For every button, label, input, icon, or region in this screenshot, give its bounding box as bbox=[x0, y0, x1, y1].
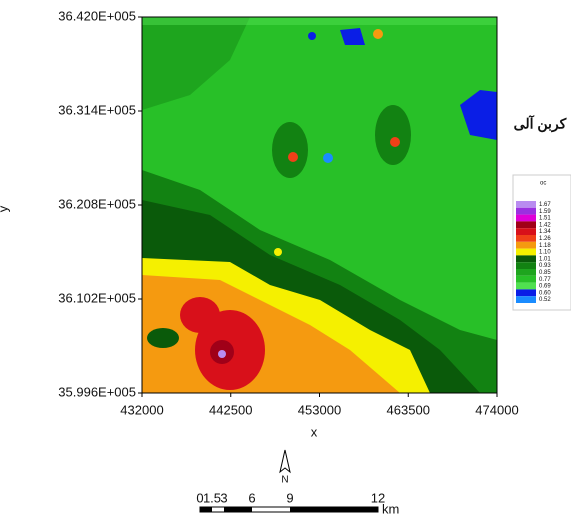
scale-bar-segment bbox=[200, 507, 212, 512]
legend-label: 1.59 bbox=[539, 209, 551, 215]
legend-unit: oc bbox=[540, 181, 546, 187]
legend-swatch bbox=[516, 201, 536, 208]
legend-swatch bbox=[516, 221, 536, 229]
legend-label: 1.34 bbox=[539, 229, 551, 235]
contour-zone bbox=[288, 152, 298, 162]
contour-zone bbox=[390, 137, 400, 147]
legend-swatch bbox=[516, 235, 536, 242]
contour-zone bbox=[373, 29, 383, 39]
legend-label: 1.67 bbox=[539, 202, 551, 208]
legend-label: 0.52 bbox=[539, 297, 551, 303]
legend-swatch bbox=[516, 269, 536, 276]
legend-swatch bbox=[516, 207, 536, 215]
legend-label: 0.77 bbox=[539, 277, 551, 283]
x-axis-label: x bbox=[311, 424, 318, 439]
scale-label: 9 bbox=[286, 490, 293, 505]
y-axis-label: y bbox=[0, 205, 10, 212]
legend-label: 1.01 bbox=[539, 256, 551, 262]
contour-map bbox=[142, 17, 497, 393]
legend-swatch bbox=[516, 241, 536, 249]
contour-zone bbox=[218, 350, 226, 358]
scale-label: 1.5 bbox=[203, 490, 221, 505]
legend-swatch bbox=[516, 248, 536, 256]
legend-label: 0.60 bbox=[539, 290, 551, 296]
legend: 1.671.591.511.421.341.261.181.101.010.93… bbox=[516, 201, 551, 303]
legend-label: 1.18 bbox=[539, 243, 551, 249]
legend-label: 1.10 bbox=[539, 250, 551, 256]
scale-label: 12 bbox=[371, 490, 385, 505]
contour-zone bbox=[308, 32, 316, 40]
legend-swatch bbox=[516, 275, 536, 283]
scale-label: 6 bbox=[248, 490, 255, 505]
legend-title: کربن آلی bbox=[514, 115, 567, 133]
x-tick-label: 463500 bbox=[387, 402, 430, 417]
north-arrow bbox=[279, 449, 291, 474]
scale-label: 0 bbox=[196, 490, 203, 505]
legend-swatch bbox=[516, 255, 536, 263]
legend-label: 1.42 bbox=[539, 222, 551, 228]
y-tick-label: 36.314E+005 bbox=[58, 102, 136, 117]
contour-zone bbox=[274, 248, 282, 256]
contour-zone bbox=[375, 105, 411, 165]
contour-zone bbox=[323, 153, 333, 163]
legend-label: 1.51 bbox=[539, 216, 551, 222]
legend-swatch bbox=[516, 289, 536, 297]
legend-swatch bbox=[516, 282, 536, 290]
y-tick-label: 36.102E+005 bbox=[58, 290, 136, 305]
x-tick-label: 442500 bbox=[209, 402, 252, 417]
north-label: N bbox=[281, 475, 288, 486]
scale-unit: km bbox=[382, 501, 399, 516]
y-tick-label: 36.208E+005 bbox=[58, 196, 136, 211]
legend-label: 0.93 bbox=[539, 263, 551, 269]
legend-swatch bbox=[516, 262, 536, 269]
legend-swatch bbox=[516, 228, 536, 235]
x-tick-label: 432000 bbox=[120, 402, 163, 417]
legend-label: 1.26 bbox=[539, 236, 551, 242]
contour-zone bbox=[142, 17, 250, 110]
axes: 36.420E+005 36.314E+005 36.208E+005 36.102E… bbox=[58, 8, 518, 417]
x-tick-label: 474000 bbox=[475, 402, 518, 417]
contour-zone bbox=[272, 122, 308, 178]
scale-label: 3 bbox=[220, 490, 227, 505]
legend-label: 0.69 bbox=[539, 284, 551, 290]
contour-zone bbox=[340, 28, 365, 45]
contour-zone bbox=[460, 90, 497, 140]
legend-label: 0.85 bbox=[539, 270, 551, 276]
scale-bar-segment bbox=[290, 507, 378, 512]
contour-zone bbox=[180, 297, 220, 333]
y-tick-label: 36.420E+005 bbox=[58, 8, 136, 23]
legend-swatch bbox=[516, 296, 536, 303]
legend-swatch bbox=[516, 214, 536, 222]
contour-zone bbox=[147, 328, 179, 348]
y-tick-label: 35.996E+005 bbox=[58, 384, 136, 399]
x-tick-label: 453000 bbox=[298, 402, 341, 417]
scale-bar-segment bbox=[224, 507, 252, 512]
contour-zone bbox=[142, 17, 497, 25]
